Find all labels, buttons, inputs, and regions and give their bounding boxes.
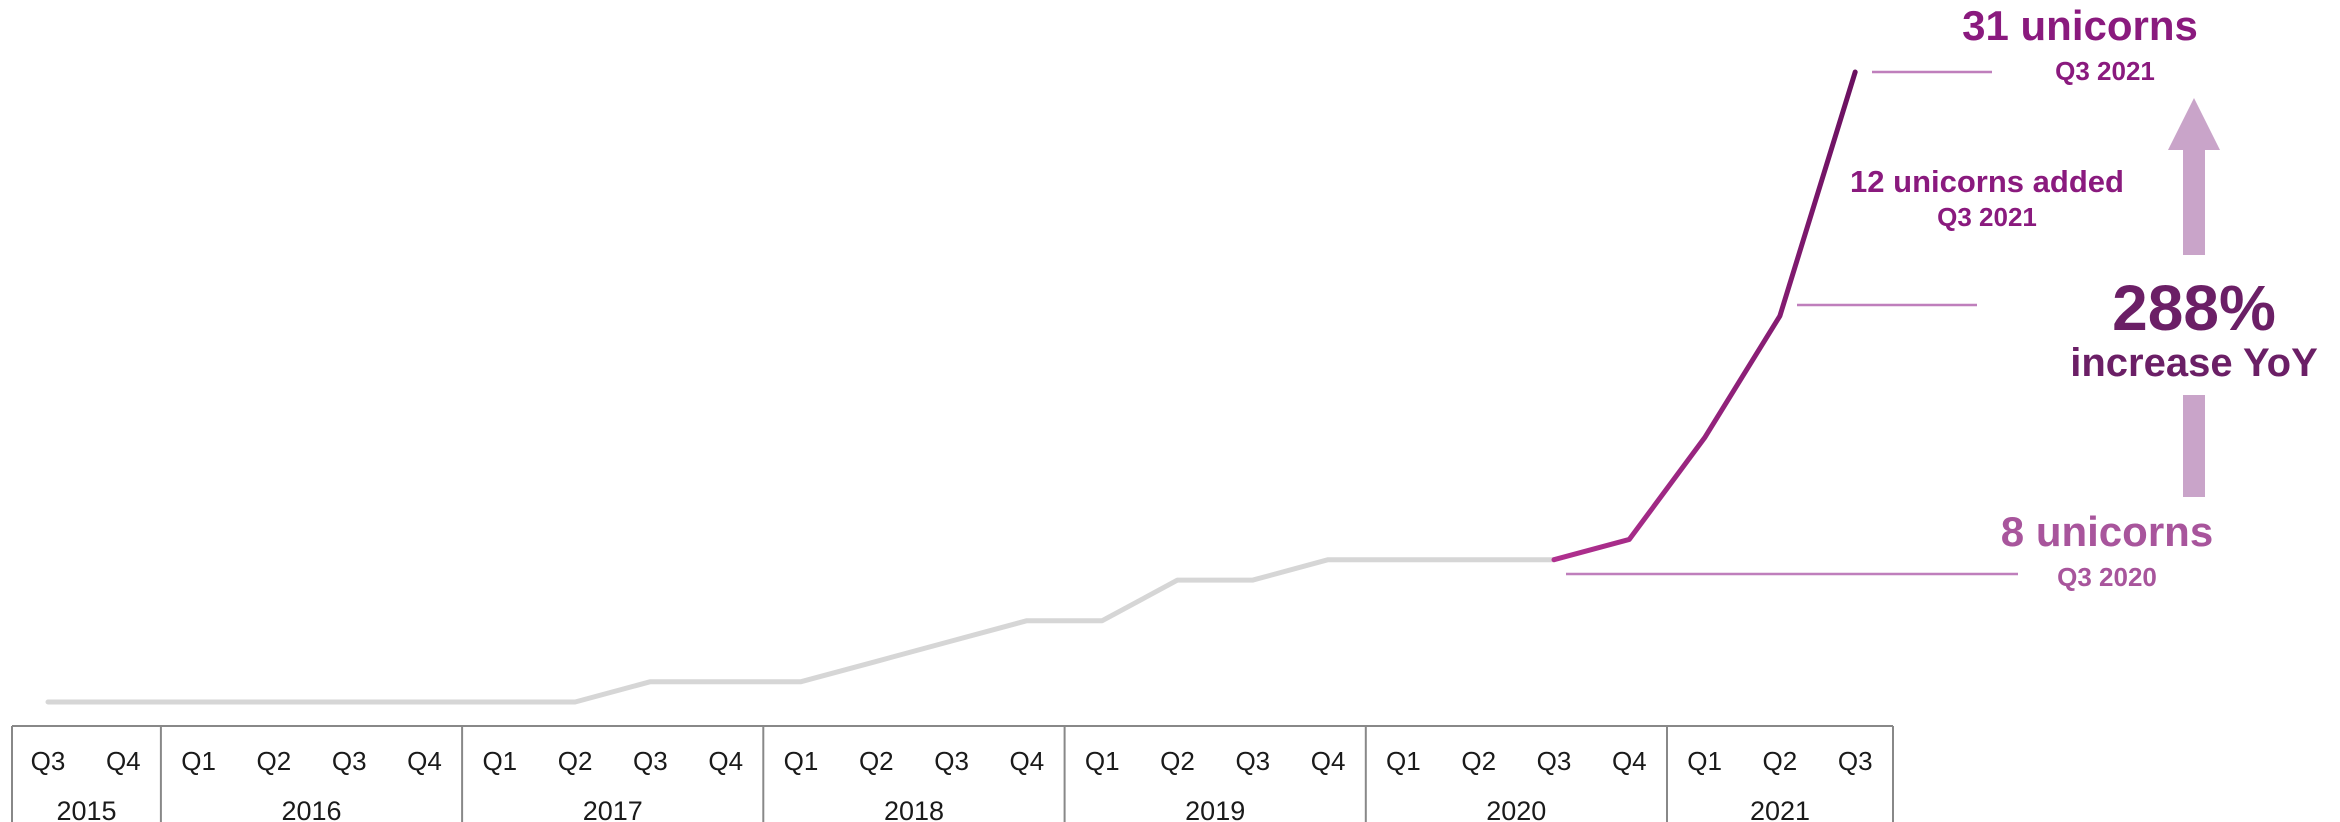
series-line-historical — [45, 557, 1557, 705]
x-tick-label-quarter: Q3 — [1537, 746, 1572, 776]
added-annotation-sub: Q3 2021 — [1937, 202, 2037, 232]
x-tick-label-quarter: Q4 — [708, 746, 743, 776]
x-tick-label-year: 2017 — [583, 796, 643, 822]
x-tick-label-year: 2021 — [1750, 796, 1810, 822]
x-tick-label-quarter: Q2 — [558, 746, 593, 776]
x-tick-label-quarter: Q3 — [332, 746, 367, 776]
added-annotation-title: 12 unicorns added — [1850, 164, 2124, 199]
x-tick-label-quarter: Q4 — [1612, 746, 1647, 776]
x-tick-label-quarter: Q3 — [31, 746, 66, 776]
x-tick-label-quarter: Q3 — [1838, 746, 1873, 776]
x-tick-label-year: 2019 — [1185, 796, 1245, 822]
x-tick-label-quarter: Q2 — [1763, 746, 1798, 776]
x-tick-label-quarter: Q2 — [257, 746, 292, 776]
x-tick-label-quarter: Q1 — [482, 746, 517, 776]
x-tick-label-year: 2016 — [281, 796, 341, 822]
x-tick-label-quarter: Q3 — [1235, 746, 1270, 776]
x-tick-label-quarter: Q1 — [784, 746, 819, 776]
x-tick-label-quarter: Q4 — [1010, 746, 1045, 776]
x-tick-label-quarter: Q1 — [1386, 746, 1421, 776]
x-tick-label-quarter: Q2 — [1461, 746, 1496, 776]
arrow-shaft-top — [2183, 150, 2205, 255]
x-tick-label-quarter: Q3 — [934, 746, 969, 776]
arrow-up-icon — [2168, 98, 2220, 497]
arrow-shaft-bottom — [2183, 395, 2205, 497]
x-tick-label-year: 2015 — [56, 796, 116, 822]
arrow-head — [2168, 98, 2220, 150]
pct-annotation-sub: increase YoY — [2070, 341, 2318, 385]
series-line-highlight — [1551, 69, 1858, 563]
base-annotation-sub: Q3 2020 — [2057, 562, 2157, 592]
x-tick-label-quarter: Q2 — [1160, 746, 1195, 776]
x-tick-label-quarter: Q2 — [859, 746, 894, 776]
x-tick-label-quarter: Q3 — [633, 746, 668, 776]
top-annotation-sub: Q3 2021 — [2055, 56, 2155, 86]
x-tick-label-quarter: Q1 — [1085, 746, 1120, 776]
x-tick-label-year: 2018 — [884, 796, 944, 822]
top-annotation-title: 31 unicorns — [1962, 2, 2198, 49]
x-tick-label-quarter: Q4 — [1311, 746, 1346, 776]
x-tick-label-quarter: Q4 — [407, 746, 442, 776]
pct-annotation: 288% — [2112, 272, 2276, 344]
x-tick-label-quarter: Q1 — [1687, 746, 1722, 776]
x-tick-label-year: 2020 — [1486, 796, 1546, 822]
x-tick-label-quarter: Q4 — [106, 746, 141, 776]
base-annotation-title: 8 unicorns — [2001, 508, 2213, 555]
x-tick-label-quarter: Q1 — [181, 746, 216, 776]
